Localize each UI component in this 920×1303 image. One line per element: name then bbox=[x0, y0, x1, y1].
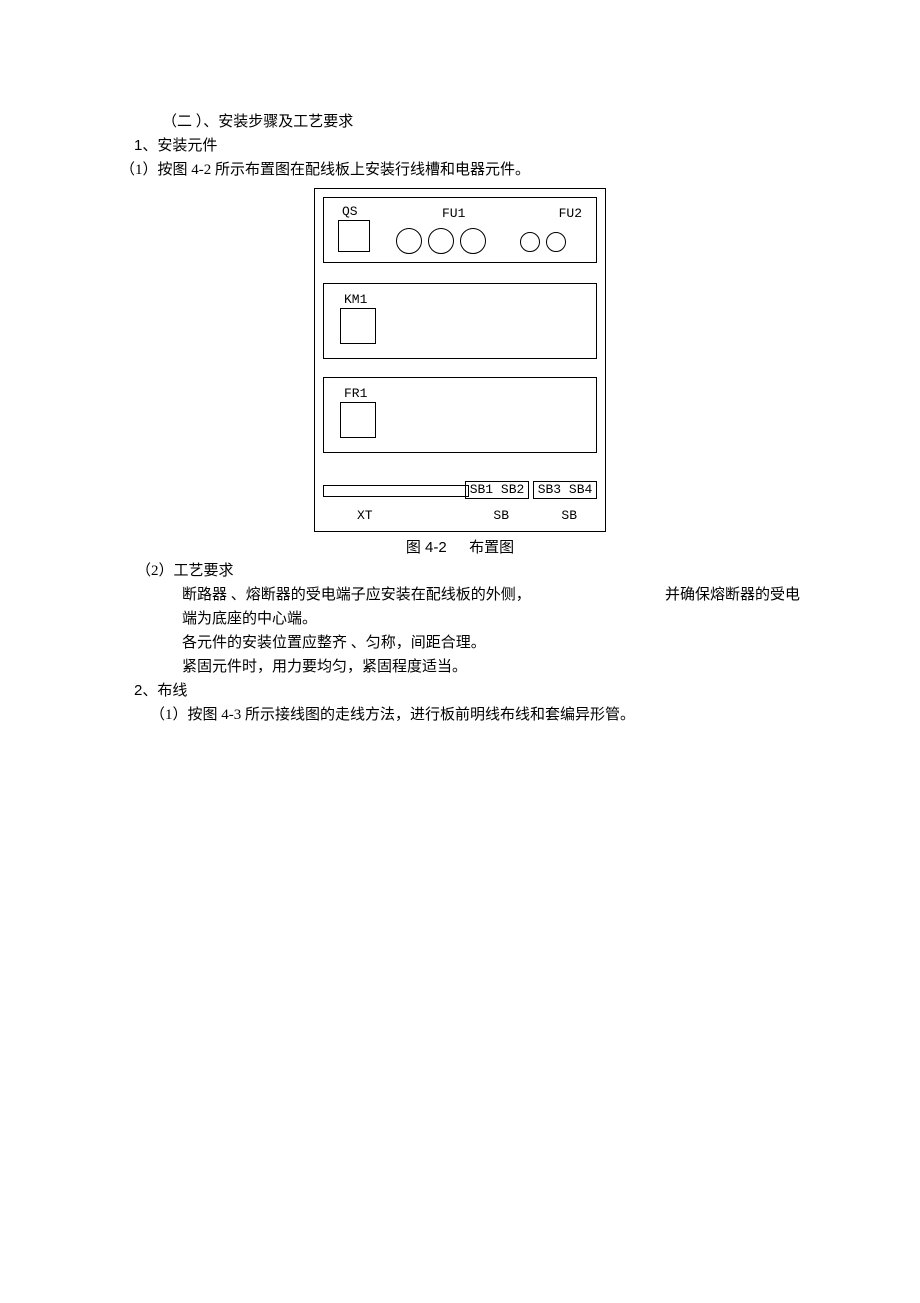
fu2-circle-1 bbox=[520, 232, 540, 252]
sec1-title: 1、安装元件 bbox=[120, 134, 800, 158]
top-panel: QS FU1 FU2 bbox=[323, 197, 597, 263]
mid-panel: KM1 bbox=[323, 283, 597, 359]
xt-box bbox=[323, 485, 469, 497]
km1-label: KM1 bbox=[344, 292, 367, 307]
figure-4-2: QS FU1 FU2 KM1 FR1 bbox=[120, 188, 800, 532]
sec1-item1: （1）按图 4-2 所示布置图在配线板上安装行线槽和电器元件。 bbox=[120, 158, 800, 182]
sb-label-b: SB bbox=[561, 508, 577, 523]
req1c: 端为底座的中心端。 bbox=[182, 607, 800, 631]
xt-label: XT bbox=[357, 508, 373, 523]
sb12-box: SB1 SB2 bbox=[465, 481, 529, 499]
fr1-box bbox=[340, 402, 376, 438]
req1-line1: 断路器 、熔断器的受电端子应安装在配线板的外侧， 并确保熔断器的受电 bbox=[182, 583, 800, 607]
figure-caption-text: 布置图 bbox=[469, 540, 514, 556]
bottom-row: SB1 SB2 SB3 SB4 XT SB SB bbox=[323, 481, 597, 523]
fu2-label: FU2 bbox=[559, 206, 582, 221]
figure-number: 图 4-2 bbox=[406, 539, 447, 556]
fu1-label: FU1 bbox=[442, 206, 465, 221]
fr1-label: FR1 bbox=[344, 386, 367, 401]
fu1-circle-3 bbox=[460, 228, 486, 254]
bot-panel: FR1 bbox=[323, 377, 597, 453]
sec1-text: 、安装元件 bbox=[142, 138, 217, 154]
sb-label-a: SB bbox=[493, 508, 509, 523]
fu2-circle-2 bbox=[546, 232, 566, 252]
req3: 紧固元件时，用力要均匀，紧固程度适当。 bbox=[182, 655, 800, 679]
qs-box bbox=[338, 220, 370, 252]
fu1-circle-1 bbox=[396, 228, 422, 254]
section-heading: （二 ）、安装步骤及工艺要求 bbox=[120, 110, 800, 134]
req1b: 并确保熔断器的受电 bbox=[665, 583, 800, 607]
km1-box bbox=[340, 308, 376, 344]
requirements-block: 断路器 、熔断器的受电端子应安装在配线板的外侧， 并确保熔断器的受电 端为底座的… bbox=[120, 583, 800, 679]
fu1-circle-2 bbox=[428, 228, 454, 254]
sec2-title: 2、布线 bbox=[120, 679, 800, 703]
layout-board: QS FU1 FU2 KM1 FR1 bbox=[314, 188, 606, 532]
sec1-item2-label: （2）工艺要求 bbox=[120, 559, 800, 583]
sec2-item1: （1）按图 4-3 所示接线图的走线方法，进行板前明线布线和套编异形管。 bbox=[120, 703, 800, 727]
qs-label: QS bbox=[342, 204, 358, 219]
req2: 各元件的安装位置应整齐 、匀称，间距合理。 bbox=[182, 631, 800, 655]
sb34-box: SB3 SB4 bbox=[533, 481, 597, 499]
figure-caption: 图 4-2 布置图 bbox=[120, 536, 800, 557]
req1a: 断路器 、熔断器的受电端子应安装在配线板的外侧， bbox=[182, 583, 531, 607]
sec2-text: 、布线 bbox=[142, 683, 187, 699]
document-page: （二 ）、安装步骤及工艺要求 1、安装元件 （1）按图 4-2 所示布置图在配线… bbox=[0, 0, 920, 787]
